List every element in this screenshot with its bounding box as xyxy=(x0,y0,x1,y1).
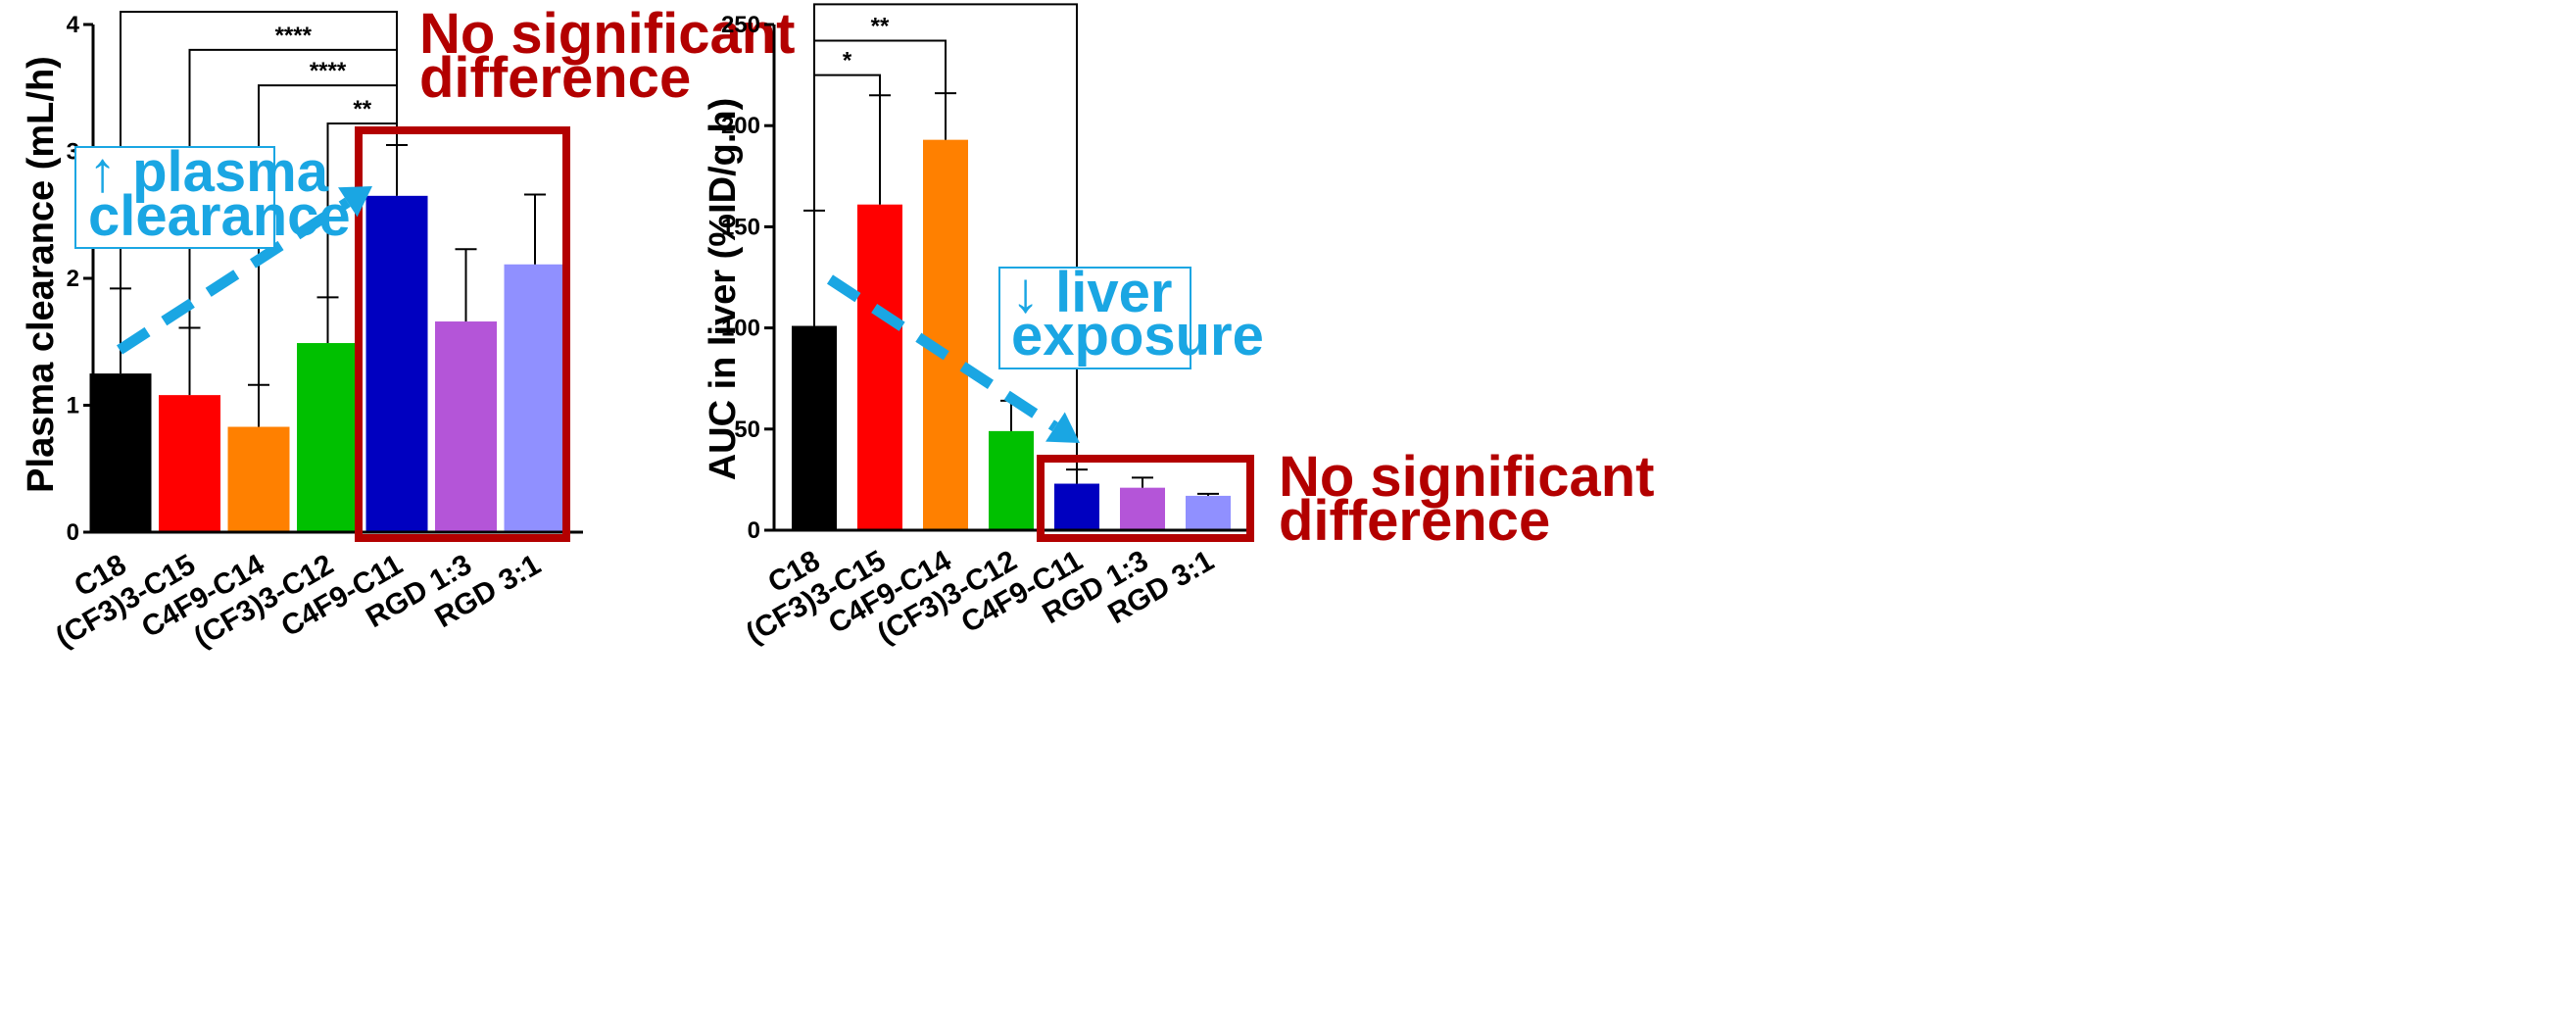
no-significant-difference-label: No significant xyxy=(1279,445,1654,509)
highlight-box xyxy=(355,126,570,542)
bar xyxy=(435,321,497,532)
bar xyxy=(989,430,1034,530)
y-tick-label: 4 xyxy=(67,12,80,38)
trend-arrow-line xyxy=(826,274,1058,432)
y-tick-label: 0 xyxy=(67,519,79,546)
y-tick-label: 150 xyxy=(721,214,760,240)
significance-label: ** xyxy=(937,0,955,3)
significance-label: **** xyxy=(310,58,347,84)
bar xyxy=(857,204,902,531)
significance-bracket xyxy=(326,123,398,298)
no-significant-difference-label: difference xyxy=(1279,489,1550,553)
y-tick-label: 250 xyxy=(721,12,760,38)
bar xyxy=(1054,483,1099,530)
significance-label: * xyxy=(843,48,852,74)
bar xyxy=(792,325,837,530)
significance-label: ** xyxy=(353,96,371,123)
no-significant-difference-label: difference xyxy=(419,46,691,110)
bar xyxy=(89,373,152,532)
y-tick-label: 1 xyxy=(67,393,79,419)
y-tick-label: 200 xyxy=(721,113,760,139)
y-axis-title: AUC in liver (%ID/g.h) xyxy=(703,98,744,481)
significance-label: *** xyxy=(245,0,273,11)
trend-arrow-head xyxy=(338,186,372,218)
plasma-clearance-chart: *************01234C18(CF3)3-C15C4F9-C14(… xyxy=(21,0,795,654)
significance-label: **** xyxy=(275,23,313,49)
bar xyxy=(504,264,566,532)
trend-callout-label: ↓ liver xyxy=(1011,261,1172,324)
bar xyxy=(227,426,290,532)
bar xyxy=(297,343,359,532)
trend-callout-box xyxy=(998,267,1191,369)
liver-auc-chart: *****050100150200250C18(CF3)3-C15C4F9-C1… xyxy=(703,0,1654,650)
trend-callout-label: exposure xyxy=(1011,304,1264,368)
highlight-box xyxy=(1037,455,1254,542)
bar xyxy=(923,139,968,530)
bar xyxy=(1120,487,1165,530)
y-tick-label: 2 xyxy=(67,266,79,292)
y-tick-label: 50 xyxy=(734,417,760,443)
trend-callout-label: ↑ plasma xyxy=(88,140,329,204)
y-tick-label: 100 xyxy=(721,316,760,342)
trend-arrow-head xyxy=(1045,412,1080,443)
bar xyxy=(159,395,220,532)
trend-arrow-line xyxy=(117,197,351,355)
bar xyxy=(1186,495,1231,530)
trend-callout-box xyxy=(74,146,275,249)
significance-label: ** xyxy=(871,14,890,40)
no-significant-difference-label: No significant xyxy=(419,2,795,66)
y-axis-title: Plasma clearance (mL/h) xyxy=(21,56,62,493)
bar xyxy=(365,195,428,532)
y-tick-label: 0 xyxy=(748,517,760,544)
significance-bracket xyxy=(813,74,881,211)
trend-callout-label: clearance xyxy=(88,184,351,248)
